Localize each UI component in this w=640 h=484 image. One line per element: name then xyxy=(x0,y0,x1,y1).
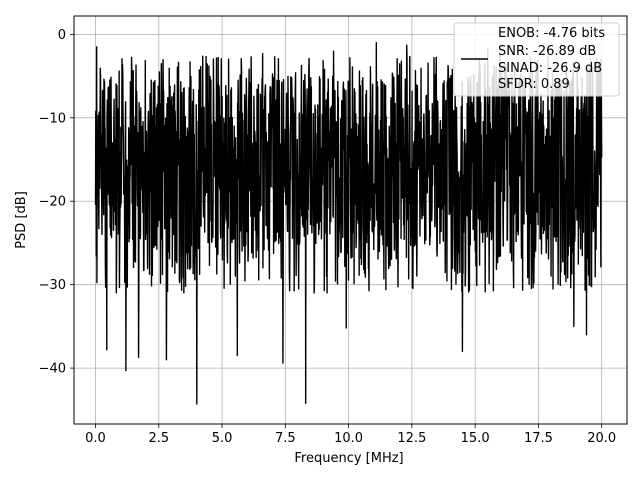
legend-line-snr: SNR: -26.89 dB xyxy=(498,44,596,59)
psd-series-line xyxy=(94,42,603,405)
legend: ENOB: -4.76 bits SNR: -26.89 dB SINAD: -… xyxy=(453,22,620,97)
x-tick-label: 20.0 xyxy=(587,431,616,446)
x-tick-label: 5.0 xyxy=(212,431,233,446)
x-tick-label: 10.0 xyxy=(334,431,363,446)
x-tick-label: 0.0 xyxy=(85,431,106,446)
y-axis-ticks: 0 −10 −20 −30 −40 xyxy=(39,28,74,377)
x-axis-label: Frequency [MHz] xyxy=(294,451,403,466)
y-tick-label: −40 xyxy=(39,362,66,377)
plot-frame xyxy=(73,15,628,425)
x-tick-label: 7.5 xyxy=(275,431,296,446)
y-tick-label: −30 xyxy=(39,278,66,293)
x-tick-label: 12.5 xyxy=(397,431,426,446)
x-tick-label: 17.5 xyxy=(524,431,553,446)
x-axis-ticks: 0.0 2.5 5.0 7.5 10.0 12.5 15.0 17.5 20.0 xyxy=(85,424,616,446)
series-layer xyxy=(94,42,603,405)
legend-line-sfdr: SFDR: 0.89 xyxy=(498,77,570,92)
legend-line-enob: ENOB: -4.76 bits xyxy=(498,26,605,41)
x-tick-label: 2.5 xyxy=(148,431,169,446)
legend-box xyxy=(453,22,620,97)
x-tick-label: 15.0 xyxy=(461,431,490,446)
y-tick-label: −10 xyxy=(39,111,66,126)
y-tick-label: −20 xyxy=(39,195,66,210)
legend-line-sinad: SINAD: -26.9 dB xyxy=(498,61,602,76)
y-tick-label: 0 xyxy=(58,28,66,43)
y-axis-label: PSD [dB] xyxy=(14,191,29,249)
